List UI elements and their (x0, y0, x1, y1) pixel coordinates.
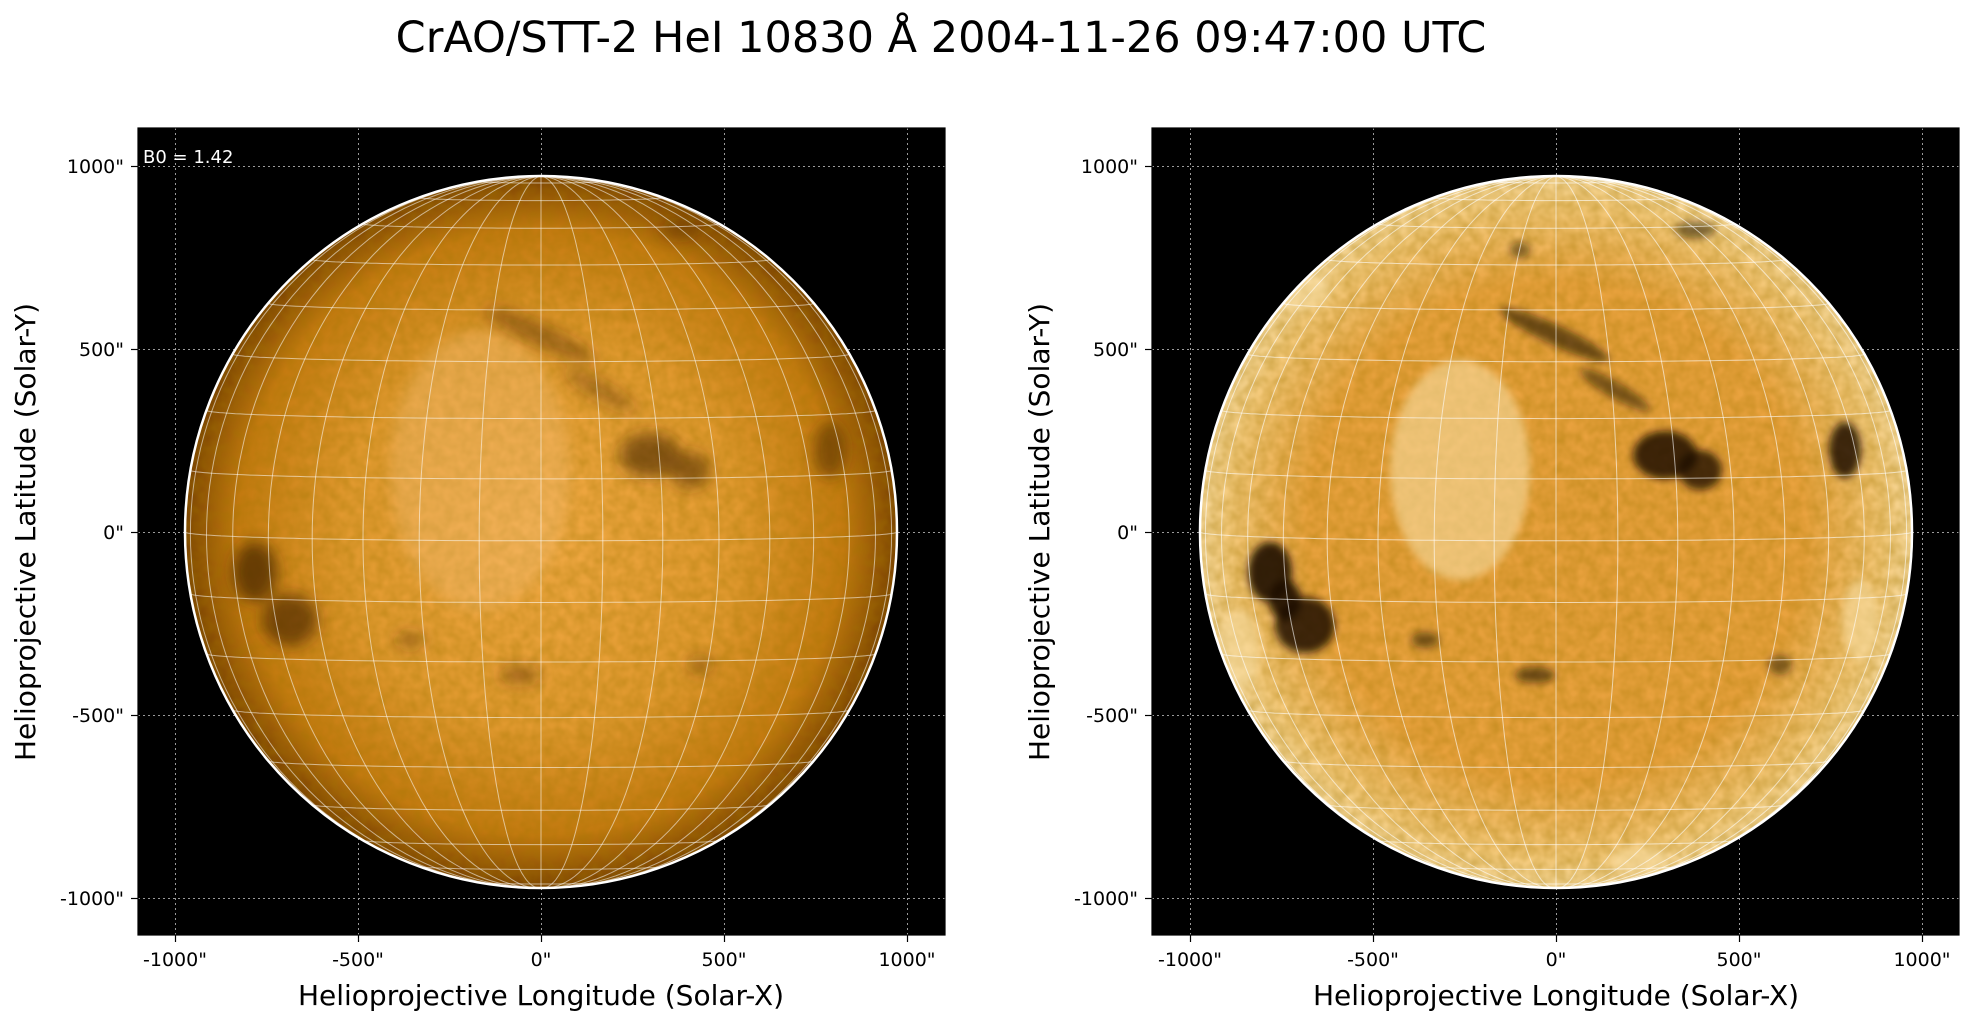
x-tick-label: -1000" (1158, 949, 1222, 971)
x-axis-label-left: Helioprojective Longitude (Solar-X) (298, 979, 784, 1012)
limb-circle-left (183, 174, 899, 890)
grid-line (540, 175, 850, 888)
grid-line (1247, 353, 1865, 363)
y-tick-label: -1000" (60, 888, 124, 910)
grid-line (1247, 709, 1865, 719)
panel-right: -1000" -500" 0" 500" 1000" 1000" 500" 0"… (1023, 127, 1960, 1012)
grid-line (1555, 175, 1619, 889)
grid-line (1377, 223, 1735, 229)
grid-line (232, 709, 850, 719)
y-axis-label-right: Helioprojective Latitude (Solar-Y) (1023, 303, 1056, 761)
y-tick-label: 1000" (67, 156, 124, 178)
grid-line (1282, 175, 1557, 888)
grid-line (232, 353, 850, 363)
grid-line (1326, 175, 1557, 889)
grid-line (419, 866, 663, 870)
grid-line (478, 180, 604, 184)
x-tick-label: -500" (1347, 949, 1399, 971)
x-tick-label: -500" (332, 949, 384, 971)
grid-line (1247, 175, 1557, 888)
grid-line (1555, 175, 1892, 888)
grid-line (268, 760, 814, 768)
grid-line (1555, 175, 1908, 886)
grid-line (418, 175, 542, 889)
x-tick-label: 1000" (1893, 949, 1950, 971)
grid-line (362, 223, 720, 229)
y-tick-label: 500" (79, 339, 124, 361)
y-tick-label: 0" (1117, 522, 1138, 544)
figure-title: CrAO/STT-2 HeI 10830 Å 2004-11-26 09:47:… (396, 12, 1487, 63)
y-tick-label: -500" (1086, 705, 1138, 727)
y-tick-label: -1000" (1074, 888, 1138, 910)
grid-line (312, 804, 770, 811)
grid-line (478, 175, 542, 889)
grid-line (1283, 760, 1829, 768)
grid-line (1326, 259, 1786, 266)
tick-marks-right (1145, 165, 1924, 942)
grid-line (540, 175, 604, 889)
grid-line (190, 593, 892, 603)
b0-annotation: B0 = 1.42 (143, 147, 233, 168)
grid-line (267, 175, 542, 888)
grid-line (205, 175, 542, 888)
grid-line (206, 653, 876, 663)
tick-marks-left (131, 165, 909, 942)
y-axis-label-left: Helioprojective Latitude (Solar-Y) (9, 303, 42, 761)
x-tick-label: 500" (1716, 949, 1761, 971)
y-tick-label: 1000" (1081, 156, 1138, 178)
grid-line (1221, 653, 1891, 663)
x-tick-label: 500" (701, 949, 746, 971)
limb-circle-right (1198, 174, 1914, 890)
x-tick-label: -1000" (143, 949, 207, 971)
heliographic-grid-right (1199, 175, 1913, 889)
grid-line (1204, 469, 1908, 480)
grid-line (540, 175, 893, 886)
grid-line (1434, 866, 1678, 870)
grid-line (189, 175, 542, 886)
grid-line (189, 469, 893, 480)
grid-line (1327, 804, 1785, 811)
grid-line (1378, 840, 1734, 846)
grid-line (540, 175, 664, 889)
grid-line (1493, 180, 1619, 184)
panel-left: B0 = 1.42 -1000" -500" 0" 500" 1000" 100… (9, 127, 946, 1012)
grid-line (1555, 175, 1786, 889)
grid-line (1221, 410, 1891, 420)
grid-line (267, 302, 815, 311)
x-axis-label-right: Helioprojective Longitude (Solar-X) (1313, 979, 1799, 1012)
y-tick-label: -500" (72, 705, 124, 727)
grid-line (1433, 175, 1557, 889)
grid-line (1199, 531, 1913, 542)
grid-line (1433, 196, 1679, 202)
grid-line (1555, 175, 1679, 889)
x-tick-label: 0" (1546, 949, 1567, 971)
grid-line (540, 175, 720, 889)
grid-line (362, 175, 542, 889)
y-tick-label: 500" (1093, 339, 1138, 361)
grid-line (1555, 175, 1735, 889)
grid-line (206, 410, 876, 420)
y-tick-label: 0" (103, 522, 124, 544)
grid-line (311, 175, 542, 889)
grid-line (1282, 302, 1830, 311)
grid-line (540, 175, 771, 889)
grid-line (1204, 175, 1557, 886)
grid-line (1493, 175, 1557, 889)
grid-line (1205, 593, 1907, 603)
grid-line (1377, 175, 1557, 889)
grid-line (311, 259, 771, 266)
x-tick-label: 1000" (878, 949, 935, 971)
grid-line (1555, 175, 1830, 888)
x-tick-label: 0" (531, 949, 552, 971)
grid-line (1220, 175, 1557, 888)
grid-line (1555, 175, 1865, 888)
grid-line (232, 175, 542, 888)
grid-line (540, 175, 877, 888)
axes-frame-right (1151, 127, 1960, 936)
grid-line (540, 175, 815, 888)
grid-line (418, 196, 664, 202)
grid-line (184, 531, 898, 542)
grid-line (363, 840, 719, 846)
